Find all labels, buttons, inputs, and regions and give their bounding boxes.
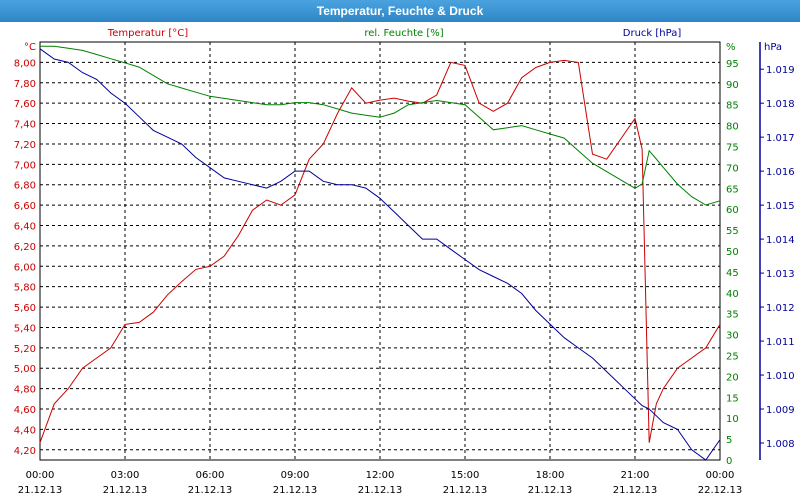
temperature-tick-label: 6,20 (14, 242, 36, 253)
x-tick-date: 21.12.13 (103, 485, 148, 496)
x-tick-time: 15:00 (451, 470, 480, 481)
humidity-tick-label: 0 (726, 456, 732, 467)
temperature-tick-label: 7,00 (14, 160, 36, 171)
temperature-tick-label: 5,60 (14, 303, 36, 314)
temperature-tick-label: 4,60 (14, 405, 36, 416)
temperature-tick-label: 7,40 (14, 120, 36, 131)
temperature-tick-label: 4,80 (14, 385, 36, 396)
temperature-tick-label: 5,80 (14, 283, 36, 294)
axis-labels: 4,20 4,40 4,60 4,80 5,00 5,20 5,40 5,60 5,80 6,00… (14, 28, 795, 467)
pressure-tick-label: 1.014 (766, 235, 795, 246)
humidity-tick-label: 15 (726, 393, 739, 404)
pressure-tick-label: 1.017 (766, 133, 795, 144)
pressure-tick-label: 1.019 (766, 65, 795, 76)
series-line-humidity (40, 45, 721, 206)
x-tick-time: 00:00 (26, 470, 55, 481)
temperature-tick-label: 5,20 (14, 344, 36, 355)
temperature-tick-label: 5,00 (14, 364, 36, 375)
temperature-unit-label: °C (24, 42, 36, 53)
temperature-tick-label: 5,40 (14, 323, 36, 334)
humidity-tick-label: 35 (726, 310, 739, 321)
chart-canvas: 4,20 4,40 4,60 4,80 5,00 5,20 5,40 5,60 5,80 6,00… (14, 28, 795, 496)
humidity-tick-label: 95 (726, 59, 739, 70)
series-line-pressure (39, 48, 721, 461)
humidity-tick-label: 5 (726, 435, 732, 446)
temperature-tick-label: 7,20 (14, 140, 36, 151)
humidity-unit-label: % (726, 42, 736, 53)
x-tick-date: 21.12.13 (358, 485, 403, 496)
x-tick-date: 21.12.13 (18, 485, 63, 496)
humidity-tick-label: 85 (726, 101, 739, 112)
pressure-tick-label: 1.018 (766, 99, 795, 110)
x-tick-time: 00:00 (706, 470, 735, 481)
pressure-tick-label: 1.016 (766, 167, 795, 178)
humidity-tick-label: 60 (726, 205, 739, 216)
temperature-tick-label: 6,80 (14, 181, 36, 192)
x-tick-date: 22.12.13 (698, 485, 743, 496)
temperature-tick-label: 7,80 (14, 79, 36, 90)
x-tick-time: 18:00 (536, 470, 565, 481)
humidity-tick-label: 25 (726, 352, 739, 363)
humidity-tick-label: 70 (726, 163, 739, 174)
pressure-unit-label: hPa (764, 42, 782, 53)
humidity-tick-label: 40 (726, 289, 739, 300)
humidity-tick-label: 75 (726, 143, 739, 154)
x-tick-date: 21.12.13 (443, 485, 488, 496)
pressure-tick-label: 1.010 (766, 371, 795, 382)
pressure-tick-label: 1.013 (766, 269, 795, 280)
x-tick-date: 21.12.13 (613, 485, 658, 496)
temperature-tick-label: 7,60 (14, 99, 36, 110)
pressure-tick-label: 1.015 (766, 201, 795, 212)
humidity-tick-label: 10 (726, 414, 739, 425)
temperature-tick-label: 8,00 (14, 58, 36, 69)
temperature-tick-label: 4,40 (14, 425, 36, 436)
grid-lines (40, 42, 720, 460)
humidity-tick-label: 50 (726, 247, 739, 258)
temperature-tick-label: 6,40 (14, 222, 36, 233)
temperature-tick-label: 6,60 (14, 201, 36, 212)
humidity-tick-label: 90 (726, 80, 739, 91)
pressure-axis-title: Druck [hPa] (623, 28, 682, 39)
x-tick-time: 09:00 (281, 470, 310, 481)
pressure-tick-label: 1.009 (766, 405, 795, 416)
window-title: Temperatur, Feuchte & Druck (0, 0, 800, 22)
x-tick-date: 21.12.13 (273, 485, 318, 496)
series-layer (39, 45, 721, 461)
pressure-tick-label: 1.008 (766, 439, 795, 450)
x-tick-time: 03:00 (111, 470, 140, 481)
temperature-tick-label: 6,00 (14, 262, 36, 273)
x-tick-date: 21.12.13 (528, 485, 573, 496)
x-tick-time: 21:00 (621, 470, 650, 481)
x-tick-time: 12:00 (366, 470, 395, 481)
humidity-tick-label: 30 (726, 331, 739, 342)
humidity-tick-label: 55 (726, 226, 739, 237)
pressure-tick-label: 1.012 (766, 303, 795, 314)
series-line-temperature (39, 59, 721, 443)
humidity-tick-label: 80 (726, 122, 739, 133)
x-axis-labels: 00:00 21.12.13 03:00 21.12.13 06:00 21.12.13 0… (18, 470, 743, 496)
temperature-tick-label: 4,20 (14, 446, 36, 457)
x-tick-time: 06:00 (196, 470, 225, 481)
x-tick-date: 21.12.13 (188, 485, 233, 496)
humidity-tick-label: 20 (726, 372, 739, 383)
pressure-tick-label: 1.011 (766, 337, 795, 348)
humidity-axis-title: rel. Feuchte [%] (364, 28, 443, 39)
temperature-axis-title: Temperatur [°C] (107, 28, 188, 39)
humidity-tick-label: 65 (726, 184, 739, 195)
humidity-tick-label: 45 (726, 268, 739, 279)
